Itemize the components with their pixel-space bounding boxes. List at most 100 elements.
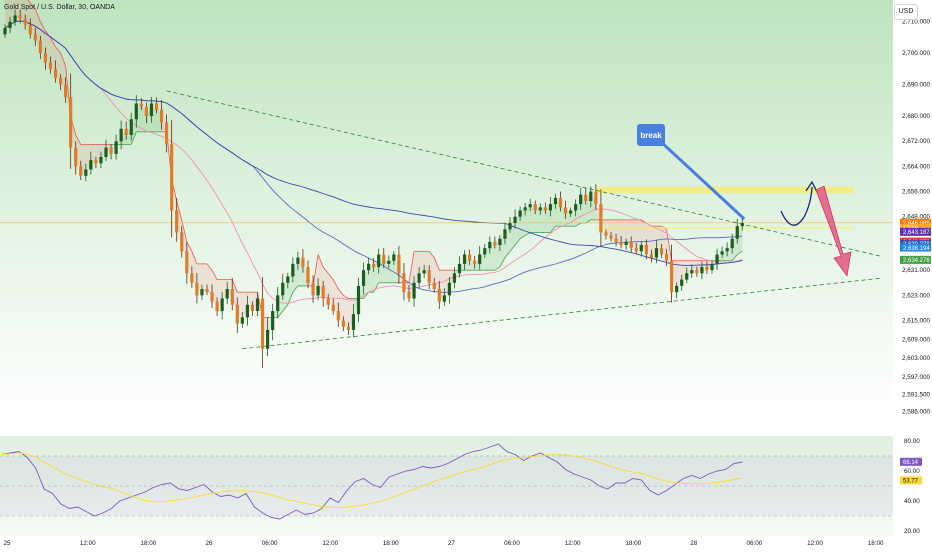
candle-body[interactable] <box>664 254 669 261</box>
candle-body[interactable] <box>695 270 699 274</box>
candle-body[interactable] <box>104 147 108 157</box>
rsi-ma-line[interactable] <box>1 452 743 508</box>
candle-body[interactable] <box>89 160 93 170</box>
candle-body[interactable] <box>639 245 643 252</box>
candle-body[interactable] <box>99 156 103 164</box>
candle-body[interactable] <box>119 128 123 142</box>
candle-body[interactable] <box>240 317 244 324</box>
candle-body[interactable] <box>670 260 674 293</box>
resistance-zone[interactable] <box>595 186 854 194</box>
currency-button[interactable]: USD <box>894 4 918 20</box>
candle-body[interactable] <box>619 241 623 246</box>
candle-body[interactable] <box>367 263 371 271</box>
candle-body[interactable] <box>296 257 300 264</box>
candle-body[interactable] <box>230 289 234 305</box>
candle-body[interactable] <box>533 204 537 211</box>
candle-body[interactable] <box>48 62 53 69</box>
candle-body[interactable] <box>730 238 734 249</box>
candle-body[interactable] <box>316 285 320 296</box>
candle-body[interactable] <box>468 254 472 261</box>
candle-body[interactable] <box>584 194 588 201</box>
candle-body[interactable] <box>266 329 270 349</box>
candle-body[interactable] <box>260 298 265 349</box>
candle-body[interactable] <box>437 289 441 302</box>
candle-body[interactable] <box>589 191 593 201</box>
candle-body[interactable] <box>538 207 542 211</box>
candle-body[interactable] <box>311 282 315 296</box>
candle-body[interactable] <box>473 260 477 264</box>
candle-body[interactable] <box>200 289 204 296</box>
candle-body[interactable] <box>447 282 451 296</box>
candle-body[interactable] <box>291 263 295 277</box>
candle-body[interactable] <box>624 241 628 246</box>
candle-body[interactable] <box>281 282 285 296</box>
rsi-tag[interactable] <box>900 476 922 485</box>
candle-body[interactable] <box>563 207 568 214</box>
candle-body[interactable] <box>346 326 350 330</box>
candle-body[interactable] <box>483 248 487 255</box>
candle-body[interactable] <box>553 197 558 205</box>
candle-body[interactable] <box>58 78 63 85</box>
candle-body[interactable] <box>356 285 361 315</box>
candle-body[interactable] <box>715 254 719 264</box>
break-callout-box[interactable] <box>637 124 665 146</box>
candle-body[interactable] <box>245 304 249 318</box>
support-zone[interactable] <box>595 226 854 229</box>
candle-body[interactable] <box>134 103 138 120</box>
candle-body[interactable] <box>392 254 396 261</box>
candle-body[interactable] <box>28 24 32 35</box>
candle-body[interactable] <box>79 166 83 176</box>
candle-body[interactable] <box>710 263 714 271</box>
candle-body[interactable] <box>427 270 431 283</box>
pane-separator[interactable] <box>0 420 932 434</box>
candle-body[interactable] <box>235 304 239 324</box>
candle-body[interactable] <box>190 273 194 283</box>
candle-body[interactable] <box>528 204 532 208</box>
candle-body[interactable] <box>69 97 73 148</box>
candle-body[interactable] <box>175 210 179 233</box>
candle-body[interactable] <box>250 304 255 312</box>
candle-body[interactable] <box>205 289 209 293</box>
candle-body[interactable] <box>23 18 27 25</box>
candle-body[interactable] <box>725 248 729 252</box>
candle-body[interactable] <box>397 254 401 274</box>
candle-body[interactable] <box>255 298 260 312</box>
candle-body[interactable] <box>604 232 608 236</box>
candle-body[interactable] <box>351 314 356 330</box>
candle-body[interactable] <box>503 229 507 239</box>
price-tag[interactable] <box>900 255 931 264</box>
candle-body[interactable] <box>38 40 42 54</box>
candle-body[interactable] <box>336 311 340 321</box>
candle-body[interactable] <box>33 34 37 41</box>
bullish-projection-arrow[interactable] <box>780 186 813 226</box>
candle-body[interactable] <box>139 103 143 107</box>
candle-body[interactable] <box>149 103 154 117</box>
candle-body[interactable] <box>225 289 229 299</box>
candle-body[interactable] <box>720 251 724 255</box>
candle-body[interactable] <box>402 273 406 293</box>
candle-body[interactable] <box>109 147 113 154</box>
candle-body[interactable] <box>220 298 224 312</box>
candle-body[interactable] <box>13 15 17 22</box>
candle-body[interactable] <box>114 141 118 154</box>
rsi-tag[interactable] <box>900 457 922 466</box>
candle-body[interactable] <box>412 282 416 299</box>
price-tag[interactable] <box>900 243 931 252</box>
candle-body[interactable] <box>548 204 552 211</box>
candle-body[interactable] <box>306 267 310 283</box>
candle-body[interactable] <box>170 144 174 211</box>
candle-body[interactable] <box>634 248 638 252</box>
candle-body[interactable] <box>478 254 482 264</box>
candle-body[interactable] <box>705 267 709 271</box>
candle-body[interactable] <box>387 260 391 264</box>
candle-body[interactable] <box>543 207 547 211</box>
candle-body[interactable] <box>407 292 411 299</box>
candle-body[interactable] <box>43 53 47 63</box>
candle-body[interactable] <box>685 273 689 280</box>
candle-body[interactable] <box>53 68 58 79</box>
candle-body[interactable] <box>579 194 583 205</box>
candle-body[interactable] <box>740 223 744 227</box>
candle-body[interactable] <box>649 254 653 258</box>
candle-body[interactable] <box>680 279 684 286</box>
